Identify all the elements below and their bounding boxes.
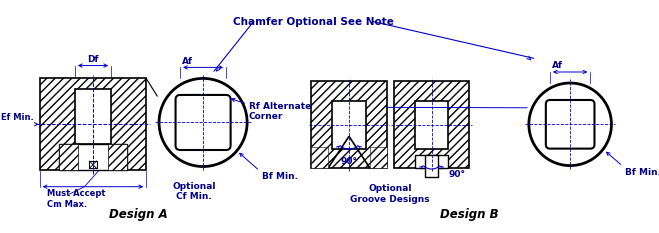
Bar bbox=[108, 144, 127, 170]
Bar bbox=[415, 155, 448, 168]
Text: Chamfer Optional See Note: Chamfer Optional See Note bbox=[233, 17, 393, 27]
Text: Bf Min.: Bf Min. bbox=[262, 172, 298, 181]
Bar bbox=[332, 101, 366, 149]
Text: Bf Min.: Bf Min. bbox=[625, 168, 659, 177]
Bar bbox=[415, 101, 448, 149]
Text: Optional
Cf Min.: Optional Cf Min. bbox=[172, 182, 215, 201]
Text: Must Accept
Cm Max.: Must Accept Cm Max. bbox=[47, 189, 105, 209]
Bar bbox=[40, 79, 146, 170]
Bar bbox=[370, 147, 387, 168]
Bar bbox=[311, 147, 328, 168]
Bar bbox=[311, 81, 387, 168]
Bar bbox=[90, 161, 97, 168]
Bar bbox=[425, 155, 438, 177]
Text: 90°: 90° bbox=[341, 157, 357, 165]
Bar bbox=[394, 81, 469, 168]
Bar bbox=[75, 89, 111, 144]
Text: Af: Af bbox=[182, 57, 193, 65]
Text: Ef Min.: Ef Min. bbox=[1, 113, 34, 122]
Text: Optional
Groove Designs: Optional Groove Designs bbox=[351, 184, 430, 204]
Text: 90°: 90° bbox=[448, 170, 465, 179]
Bar bbox=[59, 144, 127, 170]
Text: Af: Af bbox=[552, 61, 563, 70]
Text: Rf Alternate
Corner: Rf Alternate Corner bbox=[249, 102, 311, 121]
Text: Design B: Design B bbox=[440, 208, 498, 221]
Bar bbox=[59, 144, 78, 170]
Text: Df: Df bbox=[87, 55, 99, 64]
Text: Design A: Design A bbox=[109, 208, 168, 221]
